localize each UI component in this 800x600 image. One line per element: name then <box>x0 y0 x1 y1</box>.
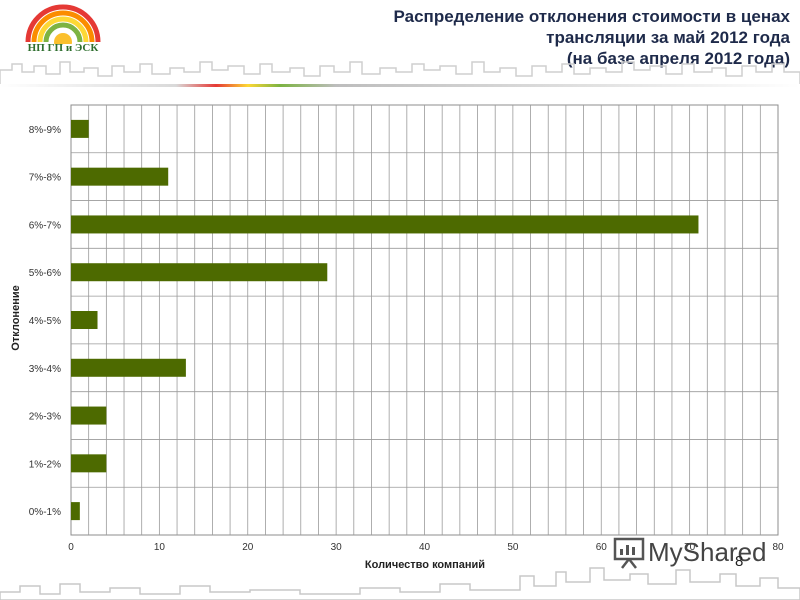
bar-chart: 0%-1% 1%-2% 2%-3% 3%-4% 4%-5% 5%-6% 6%-7% 7%-8%… <box>10 104 784 571</box>
watermark: MyShared <box>612 535 767 575</box>
y-tick-label: 2%-3% <box>29 412 61 423</box>
y-axis-title: Отклонение <box>10 285 22 350</box>
page-number: 8 <box>735 553 744 570</box>
y-tick-label: 6%-7% <box>29 220 61 231</box>
y-tick-label: 3%-4% <box>29 364 61 375</box>
x-tick-label: 20 <box>242 542 254 553</box>
y-tick-label: 4%-5% <box>29 316 61 327</box>
x-tick-label: 80 <box>772 542 784 553</box>
chart-grid <box>70 104 779 536</box>
bar <box>71 263 328 282</box>
bar <box>71 358 186 377</box>
title-line-2: трансляции за май 2012 года <box>546 28 790 47</box>
x-tick-label: 70 <box>684 542 696 553</box>
bar <box>71 502 80 521</box>
bar <box>71 406 107 425</box>
y-tick-label: 7%-8% <box>29 173 61 184</box>
bar <box>71 215 699 234</box>
skyline-decoration-bottom <box>0 567 800 600</box>
chart-bars <box>71 119 699 521</box>
x-axis-title: Количество компаний <box>365 559 485 571</box>
title-line-1: Распределение отклонения стоимости в цен… <box>393 7 790 26</box>
x-tick-label: 30 <box>331 542 343 553</box>
x-tick-label: 10 <box>154 542 166 553</box>
presentation-board-icon <box>613 537 645 569</box>
x-tick-label: 0 <box>68 542 74 553</box>
bar <box>71 167 169 186</box>
x-tick-label: 60 <box>596 542 608 553</box>
skyline-decoration-top <box>0 61 800 87</box>
y-tick-label: 1%-2% <box>29 459 61 470</box>
y-tick-label: 5%-6% <box>29 268 61 279</box>
logo-text: НП ГП и ЭСК <box>27 42 99 54</box>
sun-logo-icon <box>25 4 101 51</box>
bar <box>71 311 98 329</box>
logo: НП ГП и ЭСК <box>18 4 108 58</box>
y-tick-label: 0%-1% <box>29 507 61 518</box>
y-tick-label: 8%-9% <box>29 125 61 136</box>
chart-labels: 0%-1% 1%-2% 2%-3% 3%-4% 4%-5% 5%-6% 6%-7% 7%-8%… <box>29 125 784 553</box>
x-tick-label: 50 <box>507 542 519 553</box>
slide-header: НП ГП и ЭСК Распределение отклонения сто… <box>0 0 800 90</box>
bar <box>71 119 89 138</box>
watermark-text: MyShared <box>648 537 767 567</box>
bar <box>71 454 107 473</box>
x-tick-label: 40 <box>419 542 431 553</box>
